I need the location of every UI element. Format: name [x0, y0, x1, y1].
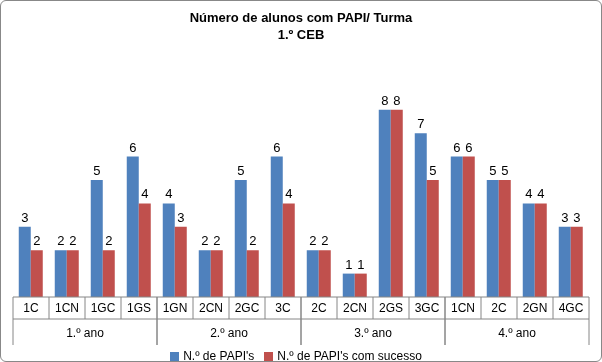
- svg-text:1CN: 1CN: [451, 301, 475, 315]
- svg-text:4: 4: [285, 186, 292, 201]
- svg-text:1C: 1C: [23, 301, 39, 315]
- svg-text:2C: 2C: [491, 301, 507, 315]
- svg-text:3C: 3C: [275, 301, 291, 315]
- svg-text:4: 4: [525, 186, 532, 201]
- svg-text:2: 2: [105, 233, 112, 248]
- svg-text:5: 5: [237, 163, 244, 178]
- svg-text:2: 2: [321, 233, 328, 248]
- svg-text:4: 4: [141, 186, 148, 201]
- svg-text:4: 4: [537, 186, 544, 201]
- svg-text:8: 8: [381, 93, 388, 108]
- svg-text:1: 1: [345, 257, 352, 272]
- svg-text:6: 6: [129, 140, 136, 155]
- svg-text:2: 2: [201, 233, 208, 248]
- svg-text:3: 3: [21, 210, 28, 225]
- svg-text:1GC: 1GC: [91, 301, 116, 315]
- svg-text:2: 2: [33, 233, 40, 248]
- svg-text:6: 6: [453, 140, 460, 155]
- svg-text:2: 2: [309, 233, 316, 248]
- svg-text:2GS: 2GS: [379, 301, 403, 315]
- html-text:N.º de PAPI's: N.º de PAPI's: [183, 349, 255, 362]
- html-text:N.º de PAPI's com sucesso: N.º de PAPI's com sucesso: [277, 349, 422, 362]
- svg-text:3: 3: [561, 210, 568, 225]
- svg-text:2: 2: [69, 233, 76, 248]
- svg-text:5: 5: [93, 163, 100, 178]
- svg-text:1GN: 1GN: [163, 301, 188, 315]
- svg-text:3: 3: [573, 210, 580, 225]
- svg-text:4GC: 4GC: [559, 301, 584, 315]
- svg-text:1CN: 1CN: [55, 301, 79, 315]
- svg-text:4: 4: [165, 186, 172, 201]
- html-text:Número de alunos com PAPI/ Tur: Número de alunos com PAPI/ Turma: [189, 10, 413, 25]
- svg-text:4.º ano: 4.º ano: [498, 326, 536, 340]
- svg-text:1: 1: [357, 257, 364, 272]
- svg-text:2CN: 2CN: [199, 301, 223, 315]
- svg-text:8: 8: [393, 93, 400, 108]
- svg-text:7: 7: [417, 116, 424, 131]
- svg-text:6: 6: [273, 140, 280, 155]
- svg-text:2: 2: [213, 233, 220, 248]
- svg-text:5: 5: [429, 163, 436, 178]
- svg-text:2GC: 2GC: [235, 301, 260, 315]
- svg-text:2CN: 2CN: [343, 301, 367, 315]
- svg-text:2: 2: [249, 233, 256, 248]
- svg-text:6: 6: [465, 140, 472, 155]
- html-text:1.º CEB: 1.º CEB: [277, 27, 325, 42]
- svg-text:3: 3: [177, 210, 184, 225]
- svg-text:2: 2: [57, 233, 64, 248]
- svg-text:3.º ano: 3.º ano: [354, 326, 392, 340]
- svg-text:5: 5: [501, 163, 508, 178]
- svg-text:3GC: 3GC: [415, 301, 440, 315]
- svg-text:1.º ano: 1.º ano: [66, 326, 104, 340]
- svg-text:2C: 2C: [311, 301, 327, 315]
- svg-text:1GS: 1GS: [127, 301, 151, 315]
- svg-text:5: 5: [489, 163, 496, 178]
- svg-text:2GN: 2GN: [523, 301, 548, 315]
- svg-text:2.º ano: 2.º ano: [210, 326, 248, 340]
